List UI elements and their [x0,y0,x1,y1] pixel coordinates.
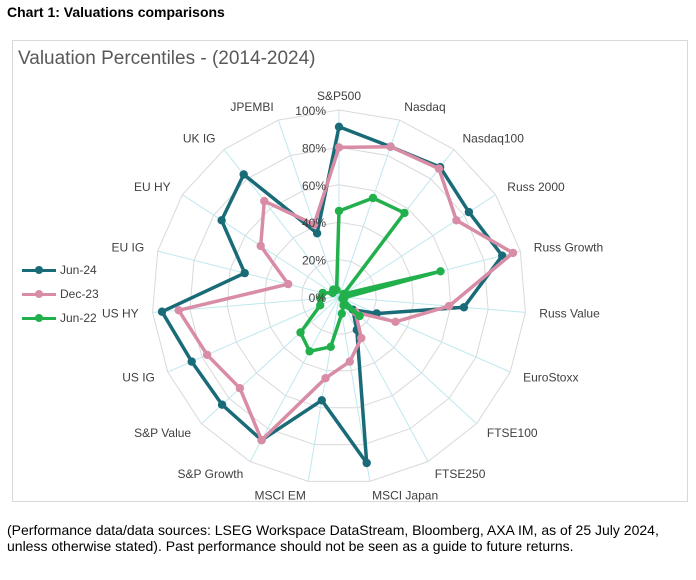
data-point [235,384,245,393]
legend-item-jun-22: Jun-22 [22,306,99,330]
data-point [260,196,269,206]
series-line [176,144,515,442]
category-label: EU HY [134,180,171,194]
data-point [464,207,474,217]
chart-frame [12,40,688,502]
category-label: FTSE100 [487,426,538,440]
data-point [312,229,322,238]
spoke-line [249,296,340,462]
category-label: JPEMBI [230,100,273,114]
data-point [316,301,325,310]
category-label: S&P Value [134,426,191,440]
spoke-line [167,296,340,373]
category-label: S&P500 [317,89,361,103]
data-point [338,294,347,303]
data-point [357,333,366,343]
category-label: Russ Value [539,307,600,321]
category-label: EuroStoxx [523,371,578,385]
spoke-line [307,296,340,482]
series-line [160,125,504,465]
category-label: UK IG [183,131,216,145]
data-point [217,216,226,225]
legend-swatch-jun-24 [22,264,56,276]
category-label: S&P Growth [177,467,243,481]
spoke-line [338,296,429,462]
data-point [386,142,395,151]
data-point [508,248,518,258]
data-point [296,328,305,337]
data-point [334,143,344,152]
data-point [321,374,330,383]
data-point [317,396,326,405]
legend-label: Jun-24 [60,263,97,277]
category-label: EU IG [112,241,145,255]
grid-ring [301,259,377,335]
category-label: US IG [122,371,155,385]
spoke-line [277,119,340,298]
data-point [339,301,348,310]
data-point [187,357,196,366]
data-point [355,311,364,321]
source-note: (Performance data/data sources: LSEG Wor… [7,522,659,554]
category-label: Nasdaq [404,100,445,114]
legend-swatch-dec-23 [22,288,56,300]
data-point [434,164,444,173]
data-point [257,435,266,445]
category-label: US HY [102,307,139,321]
chart-title: Valuation Percentiles - (2014-2024) [18,48,316,69]
axis-tick-label: 20% [302,254,326,268]
axis-tick-label: 60% [302,179,326,193]
data-point [284,279,293,289]
legend-swatch-jun-22 [22,312,56,324]
axis-tick-label: 80% [302,141,326,155]
legend-item-dec-23: Dec-23 [22,282,99,306]
data-point [498,251,507,260]
data-point [368,193,378,203]
data-point [305,347,314,356]
axis-tick-label: 40% [302,216,326,230]
data-point [240,268,249,278]
data-point [337,309,346,318]
spoke-line [338,296,511,373]
data-point [334,122,344,131]
data-point [318,288,327,298]
spoke-line [338,296,526,313]
category-label: Nasdaq100 [463,131,525,145]
category-label: Russ 2000 [507,180,565,194]
category-label: Russ Growth [534,241,603,255]
legend: Jun-24 Dec-23 Jun-22 [22,258,99,330]
data-point [309,220,319,229]
data-point [334,206,344,216]
category-label: MSCI EM [255,488,306,502]
category-label: FTSE250 [435,467,486,481]
data-point [459,303,469,312]
data-point [326,342,335,351]
data-point [157,307,167,316]
data-point [174,306,183,315]
data-point [345,357,354,366]
radar-chart: S&P500 Nasdaq Nasdaq100 Russ 2000 Russ Growt… [102,89,603,502]
axis-tick-label: 100% [295,104,326,118]
grid-ring [152,109,526,482]
chart-heading: Chart 1: Valuations comparisons [7,4,225,20]
grid-ring [189,146,489,446]
data-point [400,208,409,218]
data-point [202,350,212,359]
legend-label: Dec-23 [60,287,99,301]
data-point [452,216,461,225]
grid-ring [226,184,452,409]
data-point [217,400,227,409]
legend-label: Jun-22 [60,311,97,325]
axis-tick-label: 0% [309,291,327,305]
legend-item-jun-24: Jun-24 [22,258,99,282]
category-label: MSCI Japan [372,488,438,502]
data-point [362,458,371,468]
data-point [239,170,248,179]
data-point [444,301,454,311]
data-point [436,267,445,276]
data-point [391,317,400,326]
data-point [332,285,341,295]
data-point [256,241,265,251]
